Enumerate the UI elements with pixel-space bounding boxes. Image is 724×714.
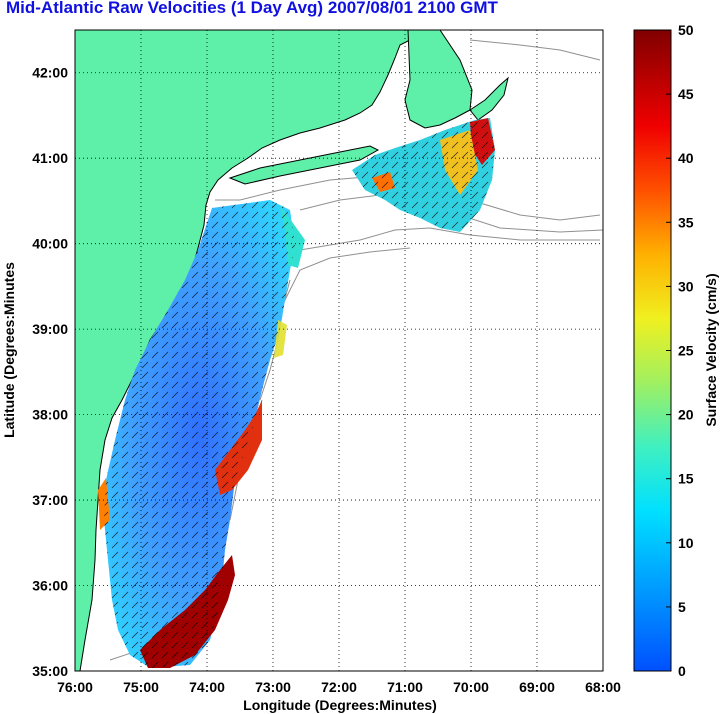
- colorbar-tick-label: 20: [678, 407, 694, 423]
- x-tick-label: 73:00: [255, 679, 291, 695]
- y-axis: 42:00 41:00 40:00 39:00 38:00 37:00 36:00 35:00: [32, 65, 68, 679]
- x-tick-label: 76:00: [57, 679, 93, 695]
- plot-border: [74, 29, 604, 672]
- x-tick-label: 70:00: [453, 679, 489, 695]
- velocity-vectors: [104, 200, 295, 668]
- velocity-vectors-ne: [352, 118, 495, 232]
- x-tick-label: 68:00: [585, 679, 621, 695]
- colorbar-label: Surface Velocity (cm/s): [703, 273, 719, 426]
- y-tick-label: 40:00: [32, 236, 68, 252]
- land-mass: [75, 30, 411, 671]
- x-tick-label: 69:00: [519, 679, 555, 695]
- colorbar-tick-label: 40: [678, 150, 694, 166]
- cape-cod-hook: [469, 76, 509, 121]
- y-tick-label: 36:00: [32, 578, 68, 594]
- y-tick-label: 38:00: [32, 407, 68, 423]
- x-axis-label: Longitude (Degrees:Minutes): [243, 697, 437, 713]
- grid-lines: [75, 30, 603, 671]
- x-tick-label: 72:00: [321, 679, 357, 695]
- colorbar-tick-label: 35: [678, 214, 694, 230]
- y-tick-label: 35:00: [32, 663, 68, 679]
- y-tick-label: 39:00: [32, 321, 68, 337]
- long-island: [228, 145, 380, 185]
- colorbar-tick-label: 25: [678, 343, 694, 359]
- colorbar-tick-label: 5: [678, 599, 686, 615]
- colorbar-tick-label: 0: [678, 663, 686, 679]
- x-tick-label: 71:00: [387, 679, 423, 695]
- map-title: Mid-Atlantic Raw Velocities (1 Day Avg) …: [6, 0, 498, 17]
- colorbar-tick-label: 10: [678, 535, 694, 551]
- colorbar-tick-label: 30: [678, 278, 694, 294]
- colorbar-tick-label: 50: [678, 22, 694, 38]
- cape-cod: [404, 30, 473, 129]
- y-tick-label: 42:00: [32, 65, 68, 81]
- x-tick-label: 75:00: [123, 679, 159, 695]
- colorbar-tick-label: 45: [678, 86, 694, 102]
- colorbar-tick-label: 15: [678, 471, 694, 487]
- colorbar: [633, 29, 672, 672]
- y-axis-label: Latitude (Degrees:Minutes: [1, 262, 17, 438]
- x-tick-label: 74:00: [189, 679, 225, 695]
- y-tick-label: 41:00: [32, 150, 68, 166]
- x-axis: 76:00 75:00 74:00 73:00 72:00 71:00 70:00 69:00…: [57, 679, 621, 695]
- y-tick-label: 37:00: [32, 492, 68, 508]
